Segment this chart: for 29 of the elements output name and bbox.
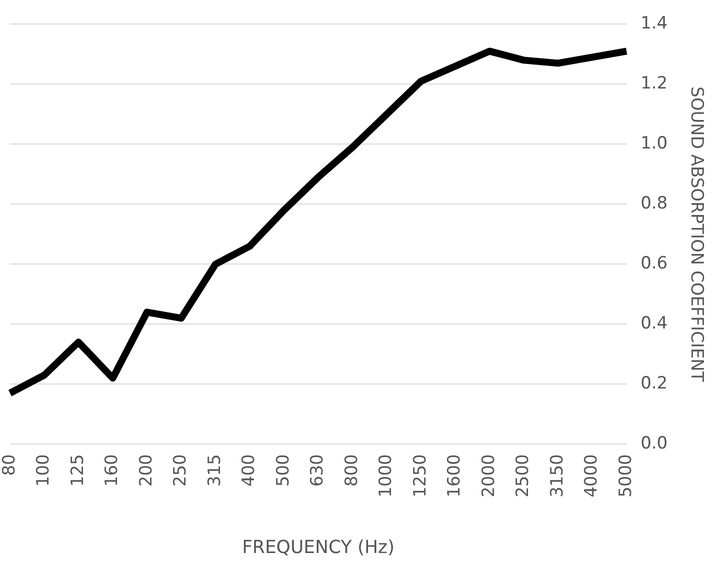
x-tick-label: 1250 [410, 454, 430, 498]
x-tick-label: 630 [308, 454, 328, 487]
y-tick-label: 1.2 [640, 74, 668, 94]
x-tick-label: 125 [68, 454, 88, 487]
x-tick-label: 500 [273, 454, 294, 487]
x-tick-label: 100 [34, 454, 54, 487]
x-tick-label: 2500 [513, 454, 534, 498]
y-tick-label: 0.0 [640, 434, 668, 454]
x-tick-label: 1600 [444, 454, 465, 498]
x-axis-title: FREQUENCY (Hz) [242, 536, 394, 558]
x-tick-label: 4000 [582, 454, 602, 498]
y-axis-title: SOUND ABSORPTION COEFFICIENT [686, 86, 706, 382]
y-tick-label: 0.8 [640, 194, 668, 214]
x-tick-label: 800 [342, 454, 362, 487]
x-tick-label: 160 [102, 454, 122, 487]
y-tick-label: 0.2 [640, 374, 668, 394]
y-tick-label: 0.4 [640, 314, 668, 334]
x-tick-label: 1000 [376, 454, 396, 498]
y-tick-label: 1.0 [640, 134, 668, 154]
y-tick-label: 1.4 [640, 14, 668, 34]
x-tick-label: 400 [239, 454, 260, 487]
x-tick-label: 3150 [547, 454, 568, 498]
x-tick-label: 250 [170, 454, 191, 487]
x-tick-label: 315 [204, 454, 225, 487]
y-tick-label: 0.6 [640, 254, 668, 274]
x-tick-label: 5000 [616, 454, 636, 498]
x-tick-label: 2000 [478, 454, 499, 498]
x-tick-label: 80 [0, 454, 20, 476]
x-tick-label: 200 [136, 454, 156, 487]
